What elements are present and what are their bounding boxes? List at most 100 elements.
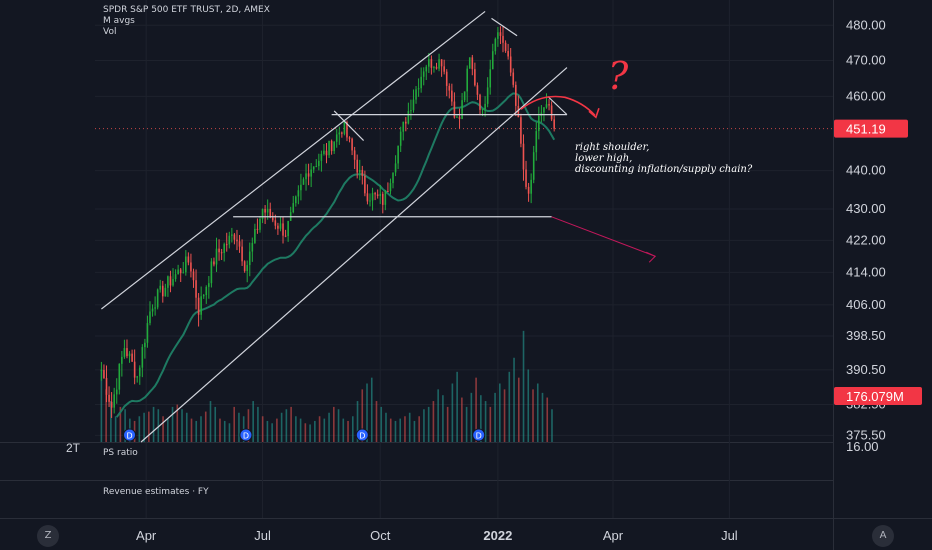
ps-ratio-label[interactable]: PS ratio	[103, 448, 138, 458]
candle-body	[187, 256, 190, 263]
auto-scale-button[interactable]: A	[872, 525, 894, 547]
candle-body	[121, 356, 123, 364]
volume-bar	[394, 420, 397, 442]
auto-zoom-button[interactable]: Z	[37, 525, 59, 547]
candle-body	[172, 279, 174, 286]
volume-bar	[413, 420, 416, 442]
candle-body	[525, 169, 527, 187]
candle-body	[282, 223, 284, 236]
candle-body	[412, 99, 415, 111]
trend-drawings: ?	[101, 10, 657, 443]
candle-body	[307, 173, 310, 177]
indicator-vol[interactable]: Vol	[103, 27, 117, 37]
annotation-line-3: discounting inflation/supply chain?	[575, 164, 753, 175]
volume-bar	[370, 377, 373, 442]
candle-body	[494, 38, 497, 52]
volume-bar	[185, 412, 188, 442]
revenue-estimates-label[interactable]: Revenue estimates · FY	[103, 487, 209, 497]
candle-body	[491, 51, 494, 70]
candle-body	[348, 137, 351, 139]
x-tick-label: Apr	[136, 528, 157, 543]
candle-body	[399, 131, 402, 146]
candle-body	[271, 217, 274, 221]
candle-body	[504, 42, 507, 52]
candle-body	[292, 203, 295, 213]
candle-body	[433, 66, 435, 68]
x-tick-label: 2022	[483, 528, 512, 543]
candle-body	[343, 122, 346, 134]
dividend-marker	[472, 428, 486, 442]
candle-body	[297, 190, 300, 197]
candle-body	[479, 94, 481, 110]
candle-body	[287, 220, 289, 237]
axes: 480.00 470.00 460.00 440.00 430.00 422.00 414.…	[136, 17, 886, 543]
volume-bar	[100, 369, 103, 442]
volume-bar	[276, 418, 278, 442]
candle-body	[535, 131, 538, 153]
volume-bar	[437, 389, 439, 442]
candle-body	[468, 57, 471, 69]
candle-body	[509, 56, 512, 73]
x-tick-label: Jul	[254, 528, 271, 543]
volume-bar	[517, 377, 520, 442]
volume-bar	[361, 389, 364, 442]
volume-bar	[318, 416, 321, 442]
volume-bar	[375, 401, 378, 442]
candle-body	[341, 132, 343, 134]
candle-body	[323, 150, 325, 154]
dividend-marker-label: D	[126, 432, 132, 441]
candle-body	[481, 109, 484, 111]
candle-body	[231, 234, 233, 236]
x-tick-label: Apr	[603, 528, 624, 543]
candle-body	[277, 225, 279, 229]
volume-bar	[295, 416, 297, 442]
candle-body	[115, 389, 118, 395]
volume-bar	[446, 406, 449, 442]
candle-body	[428, 59, 430, 67]
annotation-text: right shoulder, lower high, discounting …	[575, 142, 752, 175]
candle-body	[138, 367, 141, 377]
volume-bar	[299, 418, 302, 442]
volume-bar	[499, 383, 501, 442]
candle-body	[312, 166, 315, 170]
volume-bar	[285, 409, 288, 442]
candle-body	[435, 66, 438, 69]
candle-body	[410, 110, 412, 112]
volume-bar	[484, 401, 487, 442]
candle-body	[394, 163, 397, 173]
volume-bar	[494, 392, 496, 442]
volume-bar	[399, 418, 402, 442]
volume-bar	[214, 406, 217, 442]
candle-body	[538, 115, 540, 132]
volume-bar	[442, 395, 444, 442]
volume-bar	[247, 409, 250, 442]
scribble-arrow-head	[588, 108, 600, 119]
candle-body	[484, 103, 486, 110]
candle-body	[520, 117, 522, 144]
candle-body	[376, 194, 379, 197]
volume-badge-bg	[834, 387, 922, 405]
candle-body	[358, 169, 361, 173]
volume-bar	[195, 420, 198, 442]
channel-upper-line	[101, 10, 486, 310]
dividend-marker	[239, 428, 253, 442]
y-tick-label: 375.50	[846, 427, 886, 442]
volume-bar	[347, 420, 349, 442]
candle-body	[422, 71, 425, 77]
volume-bar	[238, 412, 240, 442]
candle-body	[461, 100, 463, 120]
volume-bar	[508, 371, 511, 442]
volume-bar	[418, 416, 420, 442]
volume-bar	[119, 406, 122, 442]
candle-body	[379, 193, 382, 197]
indicator-m-avgs[interactable]: M avgs	[103, 16, 135, 26]
moving-average	[115, 92, 556, 418]
candle-body	[351, 138, 353, 151]
y-tick-label: 440.00	[846, 163, 886, 178]
candle-body	[113, 394, 115, 408]
chart-title: SPDR S&P 500 ETF TRUST, 2D, AMEX	[103, 5, 270, 15]
candle-body	[103, 370, 105, 378]
candle-body	[100, 370, 103, 372]
candle-body	[236, 239, 238, 242]
